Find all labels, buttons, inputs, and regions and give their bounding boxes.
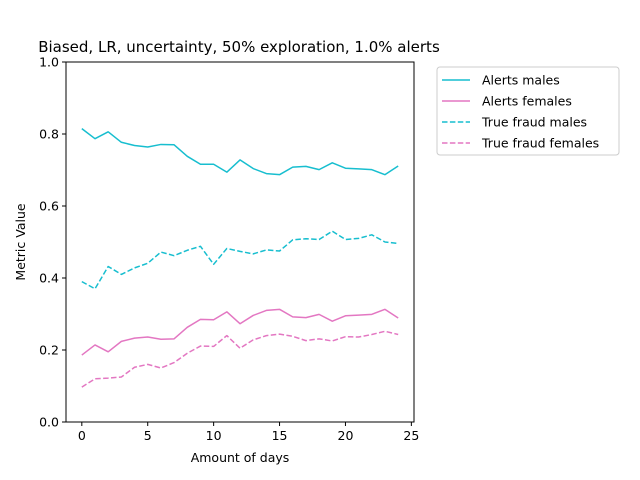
series-line-alerts-females [81,308,399,356]
y-tick-label: 0.0 [39,415,59,430]
series-line-true-fraud-males [81,230,399,290]
series-line-alerts-males [81,128,399,176]
chart-title: Biased, LR, uncertainty, 50% exploration… [38,38,440,56]
legend-frame [436,66,620,156]
y-tick-label: 0.6 [39,199,59,214]
legend-label: Alerts males [482,73,560,88]
series-layer [81,128,399,388]
y-axis-ticks: 0.0 0.2 0.4 0.6 0.8 1.0 [39,55,66,430]
y-axis-label: Metric Value [13,203,28,280]
x-axis-ticks: 0 5 10 15 20 25 [78,422,419,443]
x-tick-label: 10 [206,428,222,443]
x-tick-label: 5 [144,428,152,443]
x-axis-label: Amount of days [191,450,290,465]
y-tick-label: 0.8 [39,127,59,142]
y-tick-label: 1.0 [39,55,59,70]
x-tick-label: 25 [403,428,419,443]
y-tick-label: 0.2 [39,343,59,358]
legend-label: True fraud females [481,136,599,151]
legend: Alerts males Alerts females True fraud mal… [436,66,620,156]
y-tick-label: 0.4 [39,271,59,286]
x-tick-label: 15 [272,428,288,443]
series-line-true-fraud-females [81,330,399,388]
x-tick-label: 0 [78,428,86,443]
plot-frame [65,61,415,423]
legend-label: True fraud males [481,115,587,130]
legend-label: Alerts females [482,94,572,109]
x-tick-label: 20 [338,428,354,443]
